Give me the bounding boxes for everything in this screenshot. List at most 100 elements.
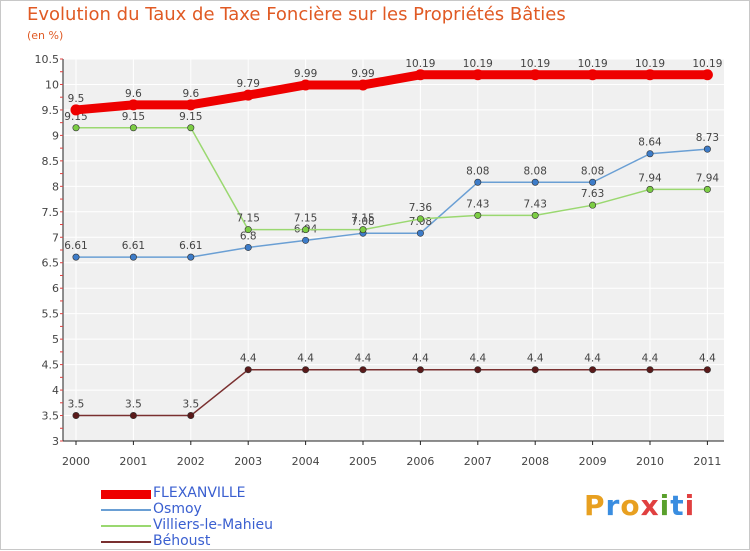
data-point-osmoy xyxy=(244,243,252,251)
data-point-osmoy xyxy=(703,145,711,153)
x-tick-label: 2008 xyxy=(521,455,549,468)
data-label-villiers-le-mahieu: 7.15 xyxy=(294,213,317,225)
data-label-behoust: 4.4 xyxy=(527,353,544,365)
data-point-behoust xyxy=(72,412,80,420)
data-label-osmoy: 8.08 xyxy=(524,165,547,177)
data-label-behoust: 4.4 xyxy=(412,353,429,365)
x-tick-label: 2004 xyxy=(292,455,320,468)
data-label-flexanville: 9.5 xyxy=(68,93,85,105)
y-tick-label: 3.5 xyxy=(42,410,60,423)
data-label-villiers-le-mahieu: 7.36 xyxy=(409,202,433,214)
data-point-behoust xyxy=(187,412,195,420)
data-label-behoust: 3.5 xyxy=(182,399,199,411)
x-tick-label: 2011 xyxy=(693,455,721,468)
data-label-villiers-le-mahieu: 7.43 xyxy=(466,198,489,210)
unit-label: (en %) xyxy=(27,29,64,42)
y-tick-label: 9 xyxy=(52,129,59,142)
x-tick-label: 2006 xyxy=(406,455,434,468)
x-tick-label: 2005 xyxy=(349,455,377,468)
data-point-behoust xyxy=(474,366,482,374)
data-point-villiers-le-mahieu xyxy=(531,211,539,219)
legend-swatch xyxy=(101,509,151,511)
data-label-osmoy: 6.61 xyxy=(179,240,202,252)
x-tick-label: 2009 xyxy=(579,455,607,468)
y-tick-label: 5 xyxy=(52,333,59,346)
data-label-flexanville: 10.19 xyxy=(692,58,722,70)
legend-label: Osmoy xyxy=(153,501,202,517)
y-tick-label: 7.5 xyxy=(42,206,60,219)
legend-label: Béhoust xyxy=(153,533,211,549)
y-tick-label: 9.5 xyxy=(42,104,60,117)
data-point-villiers-le-mahieu xyxy=(302,226,310,234)
logo-letter: o xyxy=(620,489,641,522)
data-label-flexanville: 10.19 xyxy=(635,58,665,70)
data-point-villiers-le-mahieu xyxy=(589,201,597,209)
data-point-osmoy xyxy=(302,236,310,244)
y-tick-label: 6.5 xyxy=(42,257,60,270)
data-point-villiers-le-mahieu xyxy=(474,211,482,219)
data-point-flexanville xyxy=(300,79,312,91)
data-label-flexanville: 9.99 xyxy=(351,68,374,80)
x-tick-label: 2003 xyxy=(234,455,262,468)
proxiti-logo: Proxiti xyxy=(584,489,695,522)
data-point-behoust xyxy=(589,366,597,374)
plot-area xyxy=(63,59,724,441)
data-point-villiers-le-mahieu xyxy=(244,226,252,234)
data-point-behoust xyxy=(244,366,252,374)
data-point-villiers-le-mahieu xyxy=(703,185,711,193)
data-point-flexanville xyxy=(127,99,139,111)
y-tick-label: 5.5 xyxy=(42,308,60,321)
data-label-behoust: 4.4 xyxy=(240,353,257,365)
data-point-flexanville xyxy=(357,79,369,91)
x-tick-label: 2002 xyxy=(177,455,205,468)
data-label-villiers-le-mahieu: 7.15 xyxy=(351,213,374,225)
data-point-osmoy xyxy=(474,178,482,186)
y-tick-label: 4.5 xyxy=(42,359,60,372)
data-point-flexanville xyxy=(529,69,541,81)
data-label-behoust: 4.4 xyxy=(469,353,486,365)
y-tick-label: 6 xyxy=(52,282,59,295)
data-point-flexanville xyxy=(414,69,426,81)
data-label-osmoy: 8.08 xyxy=(581,165,604,177)
data-point-osmoy xyxy=(187,253,195,261)
data-point-behoust xyxy=(416,366,424,374)
logo-letter: i xyxy=(659,489,671,522)
data-label-flexanville: 10.19 xyxy=(578,58,608,70)
data-point-osmoy xyxy=(531,178,539,186)
chart-title: Evolution du Taux de Taxe Foncière sur l… xyxy=(27,4,566,25)
data-point-villiers-le-mahieu xyxy=(187,124,195,132)
logo-letter: i xyxy=(684,489,696,522)
logo-letter: t xyxy=(670,489,685,522)
data-point-osmoy xyxy=(646,150,654,158)
data-label-behoust: 4.4 xyxy=(584,353,601,365)
data-label-behoust: 4.4 xyxy=(642,353,659,365)
data-label-osmoy: 8.08 xyxy=(466,165,489,177)
data-point-behoust xyxy=(359,366,367,374)
data-label-osmoy: 8.73 xyxy=(696,132,719,144)
y-tick-label: 4 xyxy=(52,384,59,397)
data-point-behoust xyxy=(646,366,654,374)
y-tick-label: 7 xyxy=(52,231,59,244)
x-tick-label: 2001 xyxy=(119,455,147,468)
data-point-villiers-le-mahieu xyxy=(416,215,424,223)
y-tick-label: 10 xyxy=(45,78,59,91)
data-label-behoust: 4.4 xyxy=(355,353,372,365)
data-label-flexanville: 9.79 xyxy=(237,78,260,90)
y-tick-label: 8.5 xyxy=(42,155,60,168)
logo-letter: x xyxy=(640,489,660,522)
logo-letter: r xyxy=(605,489,621,522)
series-line-villiers-le-mahieu xyxy=(75,127,709,231)
data-label-flexanville: 10.19 xyxy=(463,58,493,70)
data-label-osmoy: 6.61 xyxy=(122,240,145,252)
data-point-behoust xyxy=(302,366,310,374)
data-point-osmoy xyxy=(589,178,597,186)
x-tick-label: 2007 xyxy=(464,455,492,468)
data-point-villiers-le-mahieu xyxy=(129,124,137,132)
x-tick-label: 2010 xyxy=(636,455,664,468)
data-point-osmoy xyxy=(72,253,80,261)
data-point-villiers-le-mahieu xyxy=(646,185,654,193)
data-label-villiers-le-mahieu: 7.15 xyxy=(237,213,260,225)
data-label-osmoy: 6.61 xyxy=(64,240,87,252)
